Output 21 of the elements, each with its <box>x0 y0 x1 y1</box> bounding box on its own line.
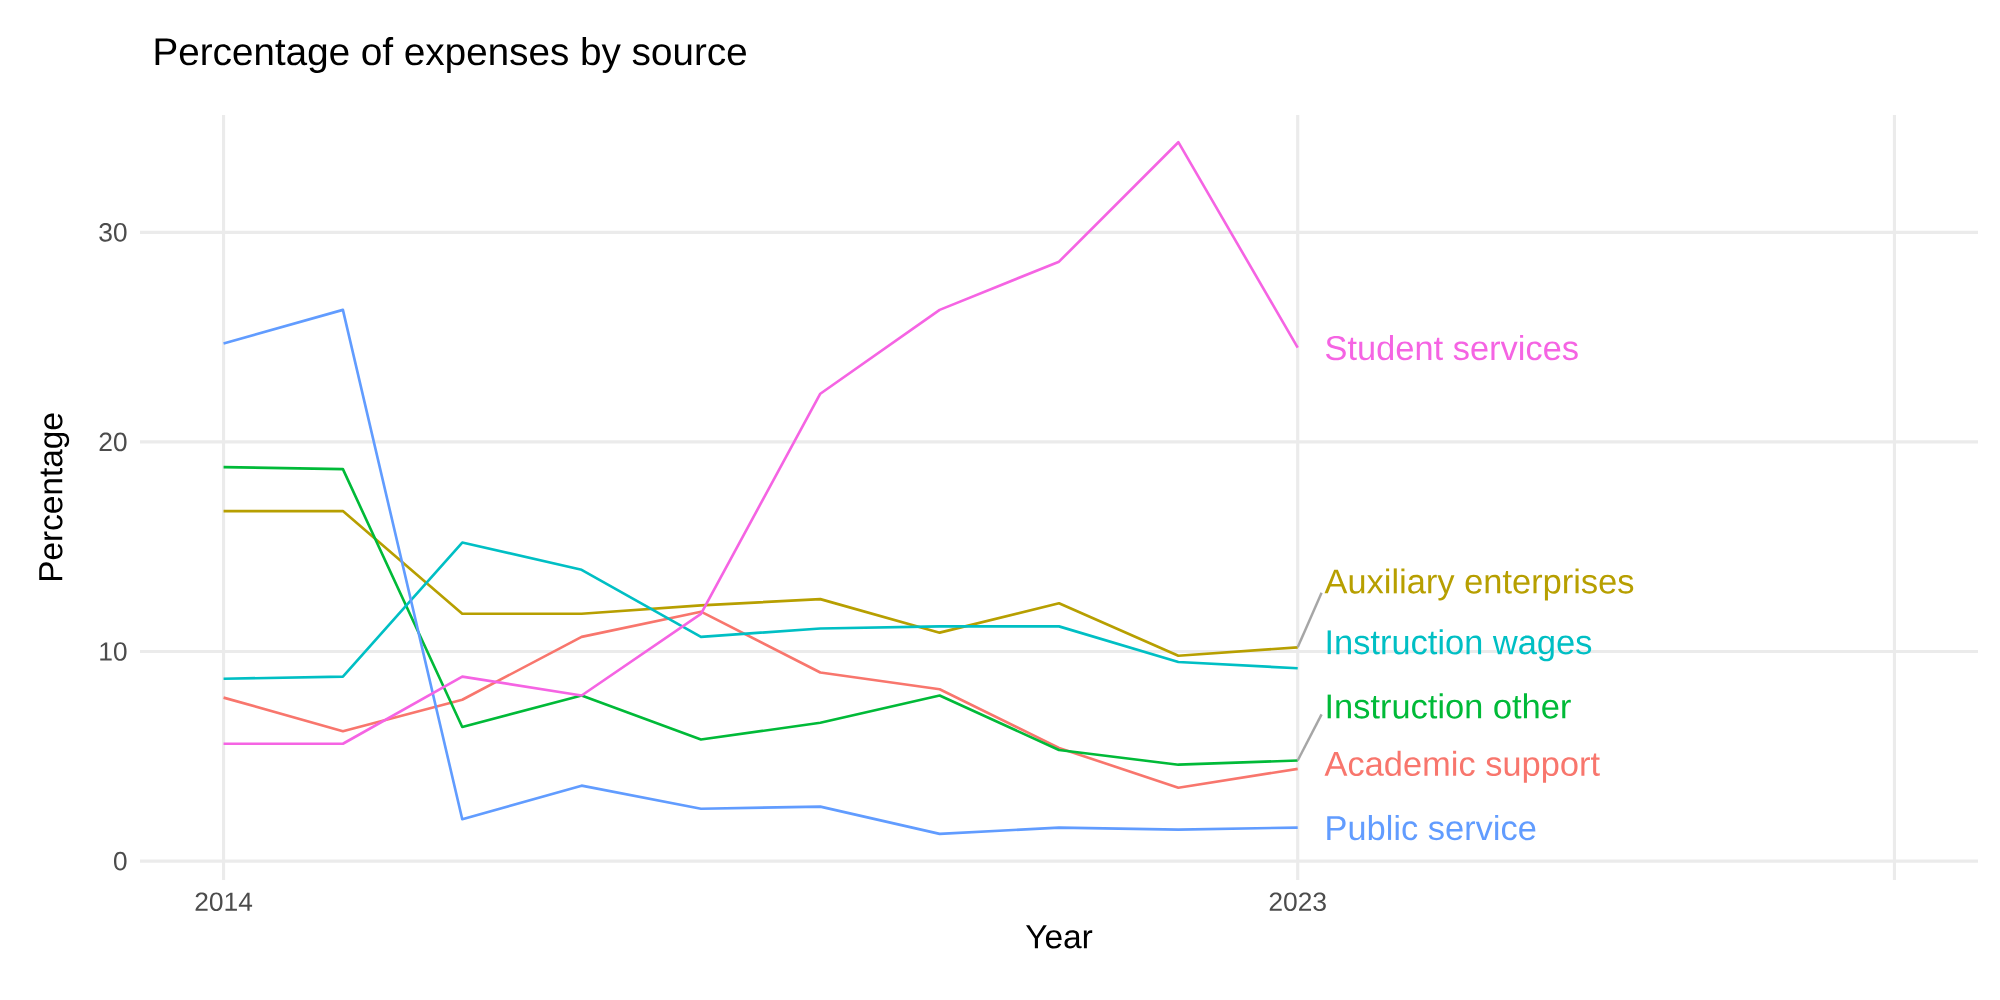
series-label: Instruction wages <box>1327 629 1592 662</box>
series-label: Public service <box>1327 814 1536 841</box>
x-axis-title: Year <box>1025 925 1093 949</box>
y-axis-title: Percentage <box>39 413 70 581</box>
line-series <box>222 140 1300 746</box>
y-tick-label: 30 <box>99 223 127 242</box>
line-series <box>222 509 1300 658</box>
chart-title: Percentage of expenses by source <box>155 36 746 73</box>
y-tick-label: 20 <box>99 432 127 452</box>
series-label: Student services <box>1325 334 1578 361</box>
line-series <box>222 308 1300 836</box>
series-label: Instruction other <box>1327 693 1571 719</box>
y-tick-label: 10 <box>100 642 127 661</box>
x-tick-label: 2023 <box>1269 892 1326 912</box>
line-series <box>222 465 1300 767</box>
series-label: Auxiliary enterprises <box>1324 568 1634 601</box>
y-tick-label: 0 <box>113 851 127 871</box>
line-series <box>222 541 1300 681</box>
series-label: Academic support <box>1324 750 1600 783</box>
x-tick-label: 2014 <box>195 892 253 912</box>
line-series <box>222 610 1300 790</box>
